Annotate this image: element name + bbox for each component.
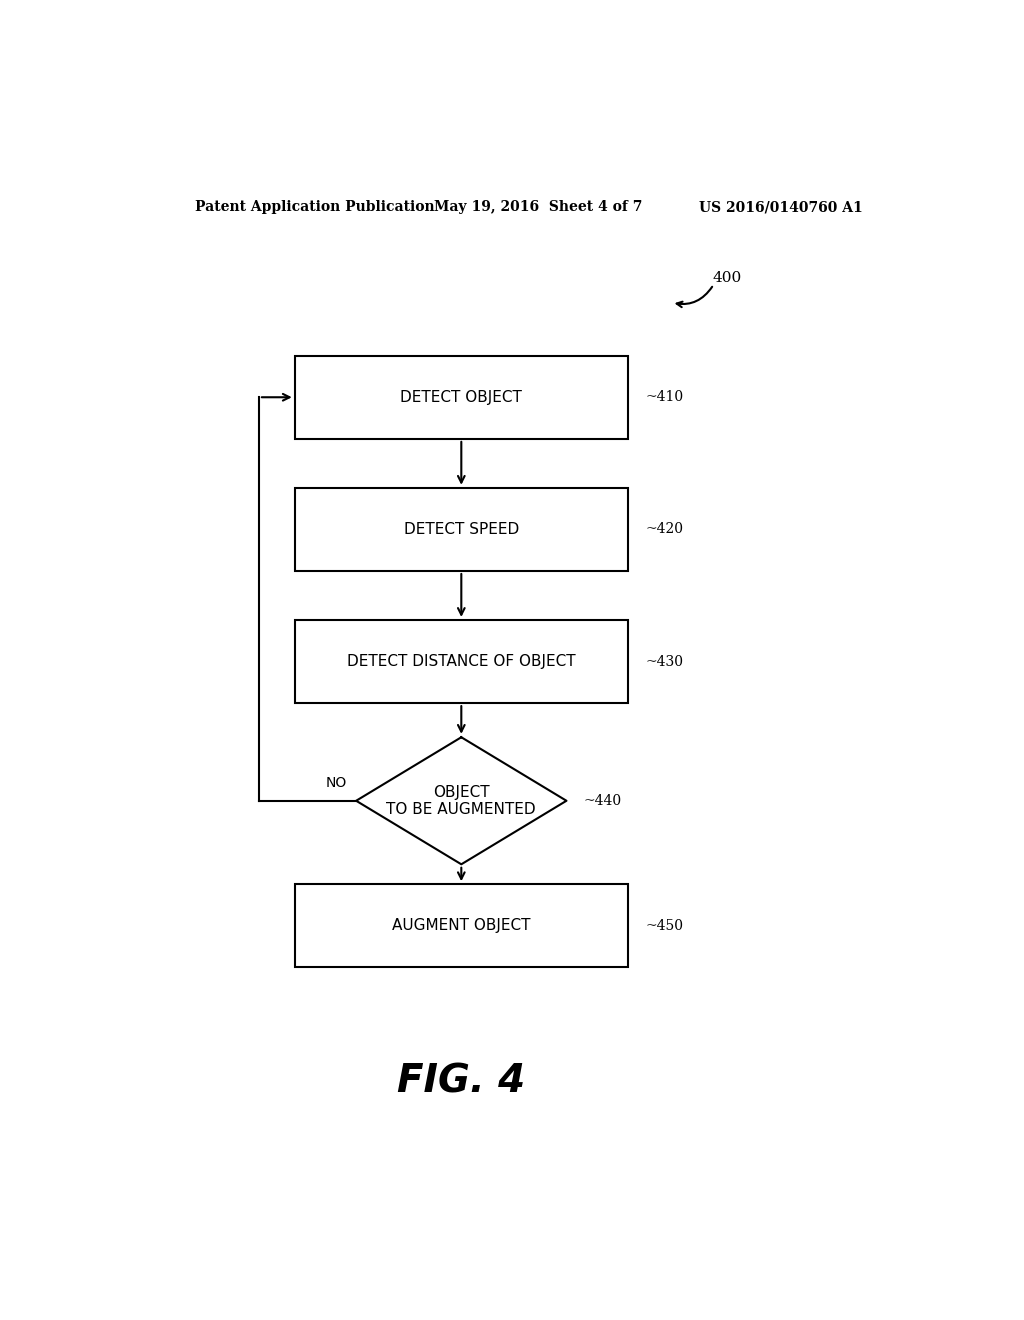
Text: NO: NO (326, 776, 346, 791)
Text: ~410: ~410 (645, 391, 684, 404)
Polygon shape (356, 738, 566, 865)
FancyBboxPatch shape (295, 487, 628, 572)
Text: DETECT SPEED: DETECT SPEED (403, 521, 519, 537)
FancyBboxPatch shape (295, 355, 628, 440)
Text: ~440: ~440 (584, 793, 622, 808)
Text: OBJECT
TO BE AUGMENTED: OBJECT TO BE AUGMENTED (386, 784, 537, 817)
Text: DETECT DISTANCE OF OBJECT: DETECT DISTANCE OF OBJECT (347, 653, 575, 669)
Text: May 19, 2016  Sheet 4 of 7: May 19, 2016 Sheet 4 of 7 (433, 201, 642, 214)
Text: US 2016/0140760 A1: US 2016/0140760 A1 (699, 201, 863, 214)
FancyBboxPatch shape (295, 884, 628, 968)
Text: ~430: ~430 (645, 655, 683, 668)
Text: DETECT OBJECT: DETECT OBJECT (400, 389, 522, 405)
Text: FIG. 4: FIG. 4 (397, 1063, 525, 1101)
FancyBboxPatch shape (295, 620, 628, 704)
Text: ~420: ~420 (645, 523, 683, 536)
Text: ~450: ~450 (645, 919, 683, 933)
Text: Patent Application Publication: Patent Application Publication (196, 201, 435, 214)
Text: 400: 400 (713, 272, 741, 285)
Text: AUGMENT OBJECT: AUGMENT OBJECT (392, 919, 530, 933)
